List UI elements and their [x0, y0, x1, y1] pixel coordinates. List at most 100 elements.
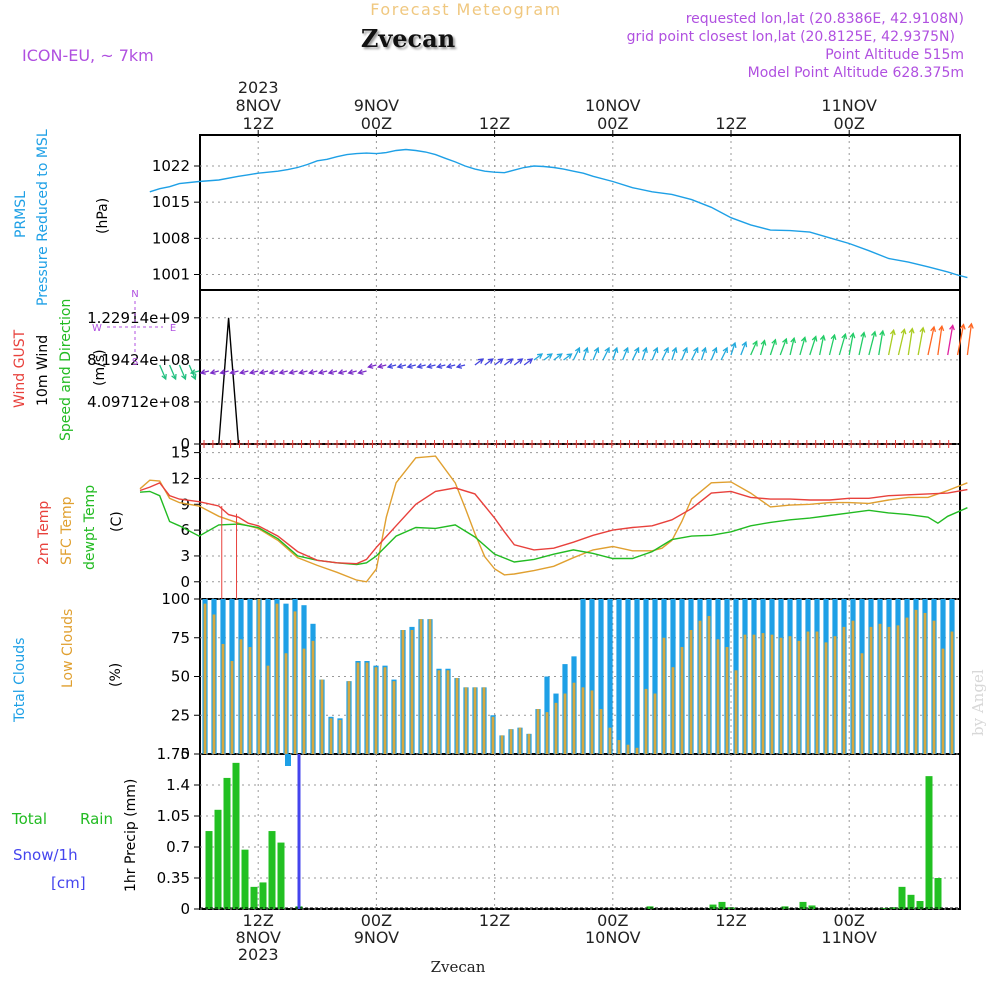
- dewpt-series: [139, 490, 968, 566]
- speed-direction-label: Speed and Direction: [58, 299, 74, 441]
- wind-arrow: [533, 353, 543, 361]
- wind-arrow: [592, 347, 599, 361]
- wind-arrow: [779, 338, 787, 356]
- low-cloud-bar: [905, 617, 909, 754]
- time-label-top: 8NOV: [235, 96, 280, 115]
- total-cloud-bar: [580, 599, 586, 754]
- low-cloud-bar: [437, 670, 441, 754]
- low-cloud-bar: [464, 687, 468, 754]
- y-tick-label: 25: [171, 706, 190, 724]
- low-cloud-bar: [365, 662, 369, 754]
- wind-arrow: [407, 364, 416, 368]
- y-tick-label: 1.75: [157, 745, 190, 763]
- wind-arrow: [710, 347, 717, 361]
- wind-arrow-head: [623, 346, 629, 354]
- wind-arrow: [809, 336, 817, 356]
- rain-bar: [223, 777, 231, 909]
- time-label-top: 00Z: [597, 114, 628, 133]
- wind-arrow-head: [268, 369, 275, 375]
- y-tick-label: 1022: [152, 157, 190, 175]
- y-tick-label: 1015: [152, 193, 190, 211]
- low-cloud-bar: [536, 709, 540, 754]
- wind-arrow: [691, 347, 699, 361]
- time-label-bottom: 12Z: [715, 911, 746, 930]
- wind-arrow-head: [811, 335, 818, 342]
- pressure-unit: (hPa): [95, 198, 111, 234]
- time-label-bottom: 2023: [238, 945, 279, 964]
- wind-arrow: [897, 329, 906, 356]
- wind-arrow-head: [604, 346, 610, 354]
- low-cloud-bar: [401, 630, 405, 754]
- time-label-top: 2023: [238, 78, 279, 97]
- wind-arrow: [612, 347, 618, 361]
- wind-arrow: [789, 338, 795, 356]
- wind-arrow: [159, 364, 167, 380]
- low-cloud-bar: [824, 642, 828, 754]
- wind-arrow-head: [711, 346, 718, 354]
- low-cloud-bar: [266, 665, 270, 754]
- low-cloud-bar: [320, 679, 324, 754]
- wind-arrow-head: [278, 369, 285, 375]
- low-clouds-label: Low Clouds: [60, 609, 76, 688]
- time-label-top: 12Z: [715, 114, 746, 133]
- compass-west: W: [92, 323, 102, 334]
- wind-arrow-head: [593, 346, 600, 354]
- wind-arrow-head: [830, 333, 837, 340]
- wind-arrow-head: [445, 363, 453, 369]
- total-cloud-bar: [598, 599, 604, 754]
- time-label-bottom: 00Z: [597, 911, 628, 930]
- wind-arrow: [513, 358, 523, 366]
- rain-bar: [268, 831, 276, 909]
- wind-arrow: [641, 347, 647, 361]
- wind-arrow: [178, 364, 186, 380]
- wind-arrow-head: [527, 358, 534, 364]
- wind-arrow-head: [327, 369, 334, 375]
- time-label-top: 00Z: [834, 114, 865, 133]
- wind-arrow: [759, 340, 766, 356]
- low-cloud-bar: [392, 681, 396, 754]
- rain-bar: [232, 762, 240, 909]
- total-cloud-bar: [643, 599, 649, 754]
- wind-arrow: [651, 347, 658, 361]
- time-label-top: 12Z: [479, 114, 510, 133]
- location-title: Zvecan: [361, 24, 455, 53]
- low-cloud-bar: [509, 729, 513, 754]
- wind-arrow-head: [693, 346, 699, 354]
- wind-arrow: [887, 330, 895, 356]
- y-tick-label: 15: [171, 444, 190, 462]
- y-tick-label: 0.35: [157, 869, 190, 887]
- low-cloud-bar: [563, 693, 567, 754]
- wind-arrow-head: [190, 373, 197, 381]
- low-cloud-bar: [428, 619, 432, 754]
- total-cloud-bar: [589, 599, 595, 754]
- y-tick-label: 0: [180, 435, 190, 453]
- wind-arrow-head: [930, 325, 937, 332]
- temp-panel-frame: [199, 443, 961, 600]
- wind-arrow-head: [634, 346, 640, 354]
- model-label: ICON-EU, ~ 7km: [22, 46, 154, 65]
- temp2m-label: 2m Temp: [36, 501, 52, 565]
- wind-arrow-head: [357, 369, 364, 375]
- wind-arrow: [387, 364, 397, 368]
- wind-arrow: [700, 347, 707, 361]
- low-cloud-bar: [338, 719, 342, 754]
- low-cloud-bar: [302, 648, 306, 754]
- wind-arrow-head: [517, 358, 524, 364]
- low-cloud-bar: [743, 634, 747, 754]
- time-label-top: 00Z: [361, 114, 392, 133]
- rain-bar: [277, 842, 285, 909]
- wind-arrow-head: [701, 346, 707, 354]
- wind-arrow-head: [871, 330, 877, 337]
- total-cloud-bar: [652, 599, 658, 754]
- wind-arrow-head: [377, 363, 384, 369]
- y-tick-label: 12: [171, 469, 190, 487]
- precip-rain-label: Rain: [80, 810, 113, 828]
- wind-arrow: [730, 342, 736, 356]
- y-tick-label: 1001: [152, 266, 190, 284]
- wind-arrow-head: [752, 340, 758, 347]
- wind-arrow: [494, 358, 503, 366]
- wind-arrow: [582, 347, 588, 361]
- compass-south: S: [132, 357, 138, 368]
- wind-arrow: [504, 358, 513, 366]
